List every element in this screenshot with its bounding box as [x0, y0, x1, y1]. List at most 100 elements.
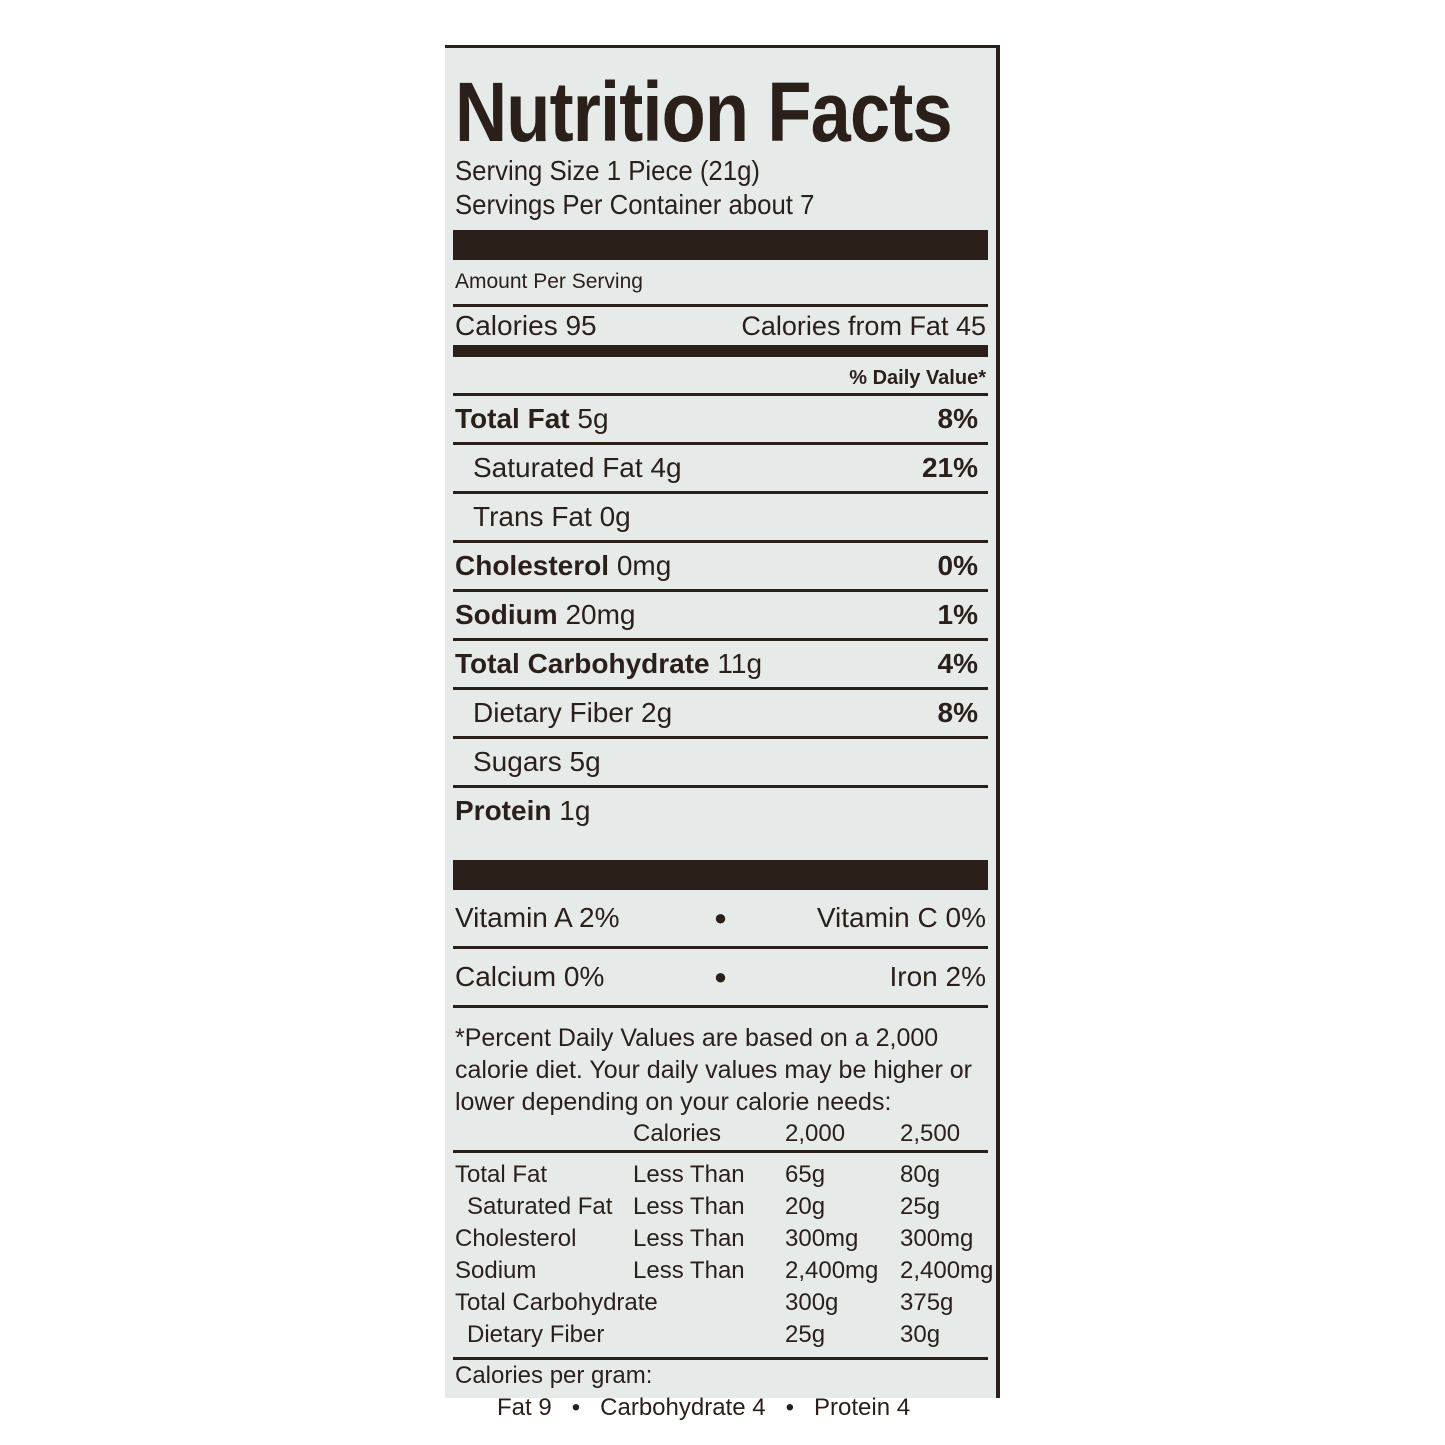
calories-row: Calories 95 Calories from Fat 45 [455, 307, 986, 345]
vitamin-right: Vitamin C 0% [816, 902, 986, 933]
table-header-cell [455, 1118, 633, 1150]
table-cell: 300mg [900, 1225, 974, 1252]
nutrient-name: Protein [455, 795, 552, 826]
table-cell: Cholesterol [455, 1225, 577, 1252]
vitamin-row: Calcium 0% ● Iron 2% [455, 949, 986, 1005]
nutrient-row: Total Carbohydrate 11g 4% [455, 641, 986, 687]
calories-from-fat: Calories from Fat 45 [741, 310, 986, 341]
footnote: *Percent Daily Values are based on a 2,0… [455, 1024, 972, 1116]
table-cell: Less Than [633, 1193, 745, 1220]
nutrient-name: Sodium [455, 599, 558, 630]
nutrient-name-amount: Sodium 20mg [455, 599, 636, 631]
nutrient-amount: 11g [717, 648, 763, 679]
divider [453, 393, 988, 396]
divider [453, 1150, 988, 1153]
table-cell: 80g [900, 1161, 941, 1188]
nutrient-daily-value: 8% [937, 697, 978, 728]
nutrient-amount: 2g [641, 697, 673, 728]
table-cell: Sodium [455, 1257, 537, 1284]
table-cell: Saturated Fat [467, 1193, 613, 1220]
table-cell: Dietary Fiber [467, 1321, 605, 1348]
nutrient-row: Sugars 5g [455, 739, 986, 785]
serving-size: Serving Size 1 Piece (21g) [455, 155, 760, 186]
nutrient-name-amount: Dietary Fiber 2g [473, 697, 672, 729]
divider-medium [453, 345, 988, 357]
nutrient-row: Protein 1g [455, 788, 986, 834]
nutrient-amount: 5g [569, 746, 601, 777]
vitamin-left: Vitamin A 2% [455, 902, 620, 933]
bullet-icon: • [571, 1394, 581, 1421]
nutrient-name: Total Fat [455, 403, 570, 434]
nutrient-name-amount: Total Carbohydrate 11g [455, 648, 762, 680]
divider [453, 785, 988, 788]
nutrient-amount: 0g [599, 501, 631, 532]
divider-thick [453, 230, 988, 260]
nutrient-amount: 0mg [616, 550, 672, 581]
divider [453, 1357, 988, 1360]
divider [453, 540, 988, 543]
divider-thick [453, 860, 988, 890]
nutrient-daily-value: 8% [937, 403, 978, 434]
nutrient-row: Total Fat 5g 8% [455, 396, 986, 442]
carb-cal: Carbohydrate 4 [600, 1394, 766, 1421]
table-cell: Less Than [633, 1257, 745, 1284]
nutrient-name-amount: Trans Fat 0g [473, 501, 631, 533]
nutrient-row: Saturated Fat 4g 21% [455, 445, 986, 491]
divider [453, 946, 988, 949]
daily-value-header: % Daily Value* [849, 367, 986, 389]
nutrient-row: Cholesterol 0mg 0% [455, 543, 986, 589]
divider [453, 687, 988, 690]
divider [453, 1005, 988, 1008]
table-cell: 20g [785, 1193, 826, 1220]
calories-per-gram-values: Fat 9 • Carbohydrate 4 • Protein 4 [455, 1392, 986, 1424]
reference-table: Total Fat Less Than 65g 80g Saturated Fat Les… [455, 1159, 993, 1351]
table-cell: 30g [900, 1321, 941, 1348]
table-cell [633, 1319, 785, 1351]
reference-table-header: Calories 2,000 2,500 [455, 1118, 986, 1150]
divider [453, 442, 988, 445]
nutrient-amount: 1g [559, 795, 591, 826]
table-cell [633, 1287, 785, 1319]
divider [453, 736, 988, 739]
nutrient-daily-value: 1% [937, 599, 978, 630]
divider [453, 491, 988, 494]
table-cell: 65g [785, 1161, 826, 1188]
nutrient-name: Dietary Fiber [473, 697, 634, 728]
servings-per-container: Servings Per Container about 7 [455, 189, 815, 220]
calories-per-gram-label: Calories per gram: [455, 1362, 653, 1389]
table-cell: 300g [785, 1289, 839, 1316]
nutrient-name-amount: Cholesterol 0mg [455, 550, 671, 582]
bullet-icon: • [785, 1394, 794, 1421]
nutrient-name: Total Carbohydrate [455, 648, 710, 679]
table-cell: 2,400mg [900, 1257, 994, 1284]
fat-cal: Fat 9 [497, 1394, 552, 1421]
table-header-cell: 2,000 [785, 1120, 846, 1147]
nutrient-name: Saturated Fat [473, 452, 643, 483]
vitamin-row: Vitamin A 2% ● Vitamin C 0% [455, 890, 986, 946]
nutrient-amount: 5g [577, 403, 609, 434]
nutrient-daily-value: 4% [937, 648, 978, 679]
nutrient-name-amount: Total Fat 5g [455, 403, 609, 435]
nutrition-label: Nutrition Facts Serving Size 1 Piece (21… [445, 45, 1000, 1421]
nutrient-row: Dietary Fiber 2g 8% [455, 690, 986, 736]
nutrient-daily-value: 0% [937, 550, 978, 581]
table-cell: Less Than [633, 1225, 745, 1252]
divider [453, 589, 988, 592]
calories: Calories 95 [455, 310, 597, 341]
nutrient-daily-value: 21% [921, 452, 978, 483]
table-cell: 25g [900, 1193, 941, 1220]
nutrient-name: Trans Fat [473, 501, 592, 532]
vitamin-list: Vitamin A 2% ● Vitamin C 0% Calcium 0% ● Iron… [453, 890, 988, 1008]
divider [453, 304, 988, 307]
table-header-cell: 2,500 [900, 1120, 961, 1147]
protein-cal: Protein 4 [814, 1394, 911, 1421]
table-cell: Less Than [633, 1161, 745, 1188]
table-cell: 300mg [785, 1225, 859, 1252]
nutrient-row: Sodium 20mg 1% [455, 592, 986, 638]
bullet-icon: ● [713, 905, 728, 930]
table-header-cell: Calories [633, 1120, 722, 1147]
nutrient-name: Sugars [473, 746, 562, 777]
amount-per-serving: Amount Per Serving [455, 270, 643, 293]
label-title: Nutrition Facts [455, 65, 953, 159]
nutrient-name-amount: Saturated Fat 4g [473, 452, 682, 484]
